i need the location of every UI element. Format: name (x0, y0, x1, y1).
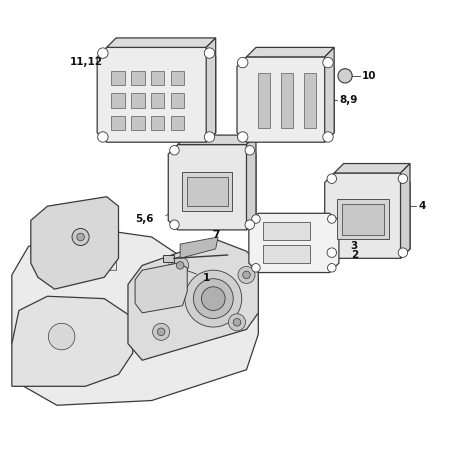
Text: 11,12: 11,12 (70, 56, 103, 67)
Bar (151, 71, 164, 85)
Bar (263, 222, 310, 240)
Text: 7: 7 (212, 230, 219, 240)
Bar (111, 93, 125, 108)
Bar (342, 204, 384, 235)
Polygon shape (249, 213, 339, 273)
Polygon shape (401, 164, 410, 258)
Text: 10: 10 (362, 71, 376, 81)
Polygon shape (325, 47, 334, 142)
Bar (111, 116, 125, 130)
Bar (304, 73, 316, 128)
Circle shape (238, 266, 255, 283)
Circle shape (237, 57, 248, 68)
Circle shape (172, 257, 189, 274)
Circle shape (98, 132, 108, 142)
Polygon shape (178, 135, 256, 145)
Circle shape (170, 146, 179, 155)
Circle shape (398, 248, 408, 257)
Circle shape (328, 264, 336, 272)
Bar (281, 73, 293, 128)
Polygon shape (206, 38, 216, 142)
Circle shape (243, 271, 250, 279)
Circle shape (157, 328, 165, 336)
Text: 4: 4 (418, 201, 426, 211)
Polygon shape (334, 164, 410, 173)
Bar (171, 93, 184, 108)
Bar (131, 116, 145, 130)
Circle shape (245, 146, 255, 155)
Bar (111, 71, 125, 85)
Circle shape (323, 132, 333, 142)
Circle shape (233, 319, 241, 326)
Circle shape (204, 132, 215, 142)
Polygon shape (237, 57, 334, 142)
Circle shape (204, 48, 215, 58)
Circle shape (185, 270, 242, 327)
Circle shape (176, 262, 184, 269)
Circle shape (170, 220, 179, 229)
Polygon shape (246, 135, 256, 230)
Bar (151, 93, 164, 108)
Text: 5,6: 5,6 (135, 214, 154, 224)
Bar (131, 71, 145, 85)
Polygon shape (180, 237, 218, 258)
Text: 2: 2 (351, 249, 358, 260)
Bar (163, 255, 174, 262)
Bar (182, 172, 232, 211)
Circle shape (153, 323, 170, 340)
Circle shape (237, 132, 248, 142)
Circle shape (72, 228, 89, 246)
Circle shape (77, 233, 84, 241)
Circle shape (327, 248, 337, 257)
Circle shape (48, 323, 75, 350)
Polygon shape (325, 173, 410, 258)
Circle shape (323, 57, 333, 68)
Circle shape (398, 174, 408, 183)
Polygon shape (135, 263, 187, 313)
Polygon shape (97, 47, 216, 142)
Polygon shape (31, 197, 118, 289)
Polygon shape (12, 296, 133, 386)
Bar (187, 177, 228, 206)
Circle shape (252, 215, 260, 223)
Text: 3: 3 (351, 241, 358, 251)
Bar (151, 116, 164, 130)
Circle shape (228, 314, 246, 331)
Circle shape (328, 215, 336, 223)
Bar (131, 93, 145, 108)
Polygon shape (107, 38, 216, 47)
Text: 1: 1 (202, 273, 210, 283)
Bar (171, 71, 184, 85)
Circle shape (193, 279, 233, 319)
Circle shape (201, 287, 225, 310)
Polygon shape (246, 47, 334, 57)
Bar (258, 73, 270, 128)
Circle shape (252, 264, 260, 272)
Circle shape (338, 69, 352, 83)
Circle shape (98, 48, 108, 58)
Polygon shape (128, 239, 258, 360)
Bar (263, 245, 310, 263)
Bar (171, 116, 184, 130)
Circle shape (327, 174, 337, 183)
Polygon shape (12, 228, 258, 405)
Circle shape (245, 220, 255, 229)
Text: 8,9: 8,9 (339, 94, 357, 105)
Polygon shape (168, 145, 256, 230)
Bar (337, 199, 389, 239)
